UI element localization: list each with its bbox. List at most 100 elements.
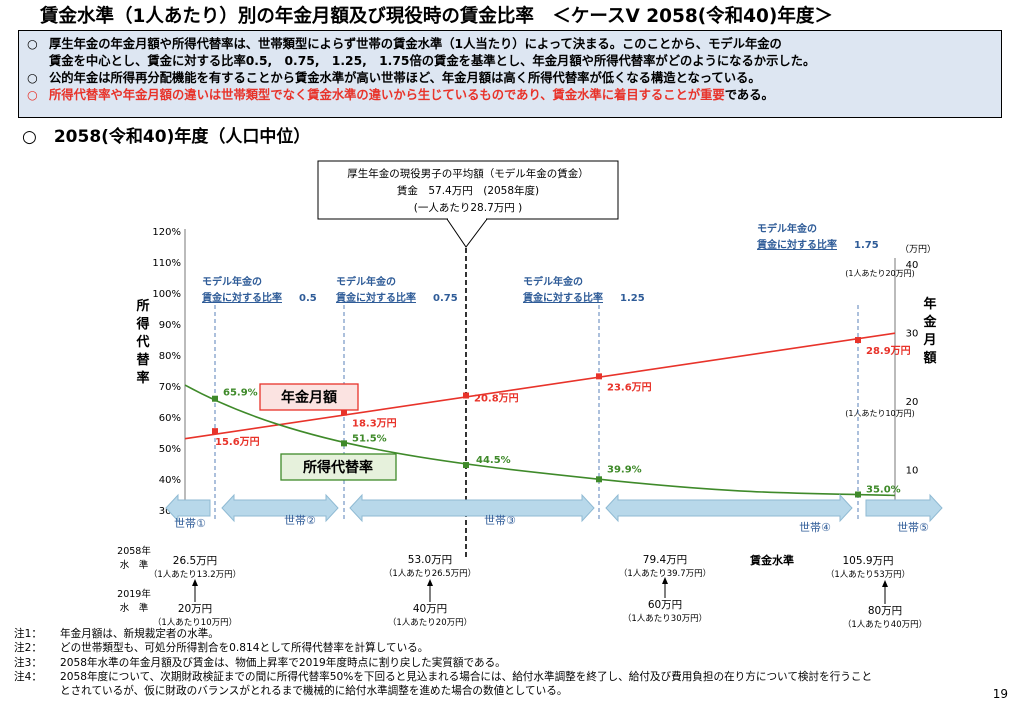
summary-line-1: ○ 厚生年金の年金月額や所得代替率は、世帯類型によらず世帯の賃金水準（1人当たり）… xyxy=(27,36,993,53)
y-right-label-char: 金 xyxy=(922,314,937,330)
wage-2058-per-person: （1人あたり13.2万円） xyxy=(149,569,241,580)
section-title: ○ 2058(令和40)年度（人口中位） xyxy=(22,127,311,147)
wage-2058-per-person: （1人あたり26.5万円） xyxy=(384,568,476,579)
wage-2019-value: 20万円 xyxy=(178,603,212,615)
replacement-rate-marker xyxy=(212,395,218,402)
replacement-rate-marker xyxy=(341,440,347,447)
bullet: ○ xyxy=(27,71,38,85)
y-tick-label: 100% xyxy=(152,289,181,300)
replacement-rate-series-line xyxy=(184,384,896,497)
model-callout-line3: (一人あたり28.7万円 ) xyxy=(414,202,522,214)
replacement-rate-legend-label: 所得代替率 xyxy=(303,459,373,476)
pension-marker xyxy=(212,428,218,435)
y-axis-label-char: 代 xyxy=(135,334,149,350)
replacement-rate-marker xyxy=(596,476,602,483)
wage-row-label: 水 準 xyxy=(120,602,149,614)
y-tick-label: 50% xyxy=(159,444,181,455)
y-right-label-char: 月 xyxy=(922,333,936,348)
wage-2058-value: 105.9万円 xyxy=(842,555,893,567)
wage-2019-value: 40万円 xyxy=(413,603,447,615)
x-axis-label: 賃金水準 xyxy=(749,553,794,567)
summary-text: 公的年金は所得再分配機能を有することから賃金水準が高い世帯ほど、年金月額は高く所… xyxy=(49,71,761,85)
y-right-label-char: 額 xyxy=(922,350,936,366)
wage-2019-per-person: （1人あたり20万円） xyxy=(388,617,472,628)
wage-2058-value: 79.4万円 xyxy=(643,554,687,566)
replacement-rate-data-label: 51.5% xyxy=(352,433,387,444)
y-axis-label-char: 所 xyxy=(136,298,149,314)
y-tick-label: 110% xyxy=(152,258,181,269)
pension-data-label: 28.9万円 xyxy=(866,345,911,357)
ratio-label-title: モデル年金の xyxy=(202,275,262,288)
model-callout-pointer xyxy=(446,218,488,248)
household-label: 世帯① xyxy=(174,517,206,530)
ratio-label-text: 賃金に対する比率 xyxy=(201,291,282,304)
ratio-label-title: モデル年金の xyxy=(523,275,583,288)
replacement-rate-data-label: 39.9% xyxy=(607,464,642,475)
ratio-label-text: 賃金に対する比率 xyxy=(756,238,837,251)
replacement-rate-marker xyxy=(463,462,469,469)
ratio-label-text: 賃金に対する比率 xyxy=(522,291,603,304)
bullet: ○ xyxy=(27,88,38,102)
y-right-tick-label: 20 xyxy=(906,397,919,408)
footnote-label: 注4： xyxy=(14,670,42,683)
y-right-unit: （万円） xyxy=(900,244,936,255)
ratio-label-value: 1.25 xyxy=(620,293,645,304)
wage-2058-per-person: （1人あたり39.7万円） xyxy=(619,568,711,579)
pension-data-label: 15.6万円 xyxy=(215,436,260,448)
model-callout-line1: 厚生年金の現役男子の平均額（モデル年金の賃金） xyxy=(347,167,589,180)
summary-text: 厚生年金の年金月額や所得代替率は、世帯類型によらず世帯の賃金水準（1人当たり）に… xyxy=(49,37,782,51)
model-callout-line2: 賃金 57.4万円 (2058年度) xyxy=(397,184,539,197)
replacement-rate-data-label: 65.9% xyxy=(223,388,258,399)
wage-conversion-arrowhead xyxy=(192,579,198,586)
y-axis-label-char: 率 xyxy=(136,370,149,386)
pension-data-label: 23.6万円 xyxy=(607,381,652,393)
pension-marker xyxy=(596,373,602,380)
summary-line-2: 賃金を中心とし、賃金に対する比率0.5, 0.75, 1.25, 1.75倍の賃… xyxy=(49,54,816,68)
footnote-3: 注3： 2058年水準の年金月額及び賃金は、物価上昇率で2019年度時点に割り戻し… xyxy=(14,656,872,670)
household-1-arrow xyxy=(165,493,211,523)
household-4-arrow xyxy=(605,493,853,523)
ratio-label-value: 0.75 xyxy=(433,293,458,304)
wage-2019-per-person: （1人あたり10万円） xyxy=(153,617,237,628)
y-tick-label: 60% xyxy=(159,413,181,424)
footnote-label: 注3： xyxy=(14,656,42,669)
household-3-arrow xyxy=(349,493,595,523)
footnote-text: どの世帯類型も、可処分所得割合を0.814として所得代替率を計算している。 xyxy=(60,642,429,655)
replacement-rate-data-label: 44.5% xyxy=(476,455,511,466)
y-right-label-char: 年 xyxy=(923,296,936,312)
page-number: 19 xyxy=(992,687,1008,701)
household-label: 世帯⑤ xyxy=(897,521,929,534)
wage-conversion-arrowhead xyxy=(662,577,668,584)
wage-2019-value: 80万円 xyxy=(868,605,902,617)
pension-marker xyxy=(855,337,861,344)
y-tick-label: 90% xyxy=(159,320,181,331)
footnote-label: 注2： xyxy=(14,642,42,655)
household-label: 世帯③ xyxy=(484,514,516,527)
wage-2019-per-person: （1人あたり40万円） xyxy=(843,619,927,630)
replacement-rate-marker xyxy=(855,491,861,498)
footnote-1: 注1： 年金月額は、新規裁定者の水準。 xyxy=(14,627,872,641)
wage-conversion-arrowhead xyxy=(427,579,433,586)
ratio-label-value: 1.75 xyxy=(854,240,879,251)
right-note: (1人あたり10万円) xyxy=(845,409,915,418)
ratio-label-title: モデル年金の xyxy=(336,275,396,288)
footnote-2: 注2： どの世帯類型も、可処分所得割合を0.814として所得代替率を計算している。 xyxy=(14,641,872,655)
summary-key-point: 所得代替率や年金月額の違いは世帯類型でなく賃金水準の違いから生じているものであり… xyxy=(49,88,725,102)
pension-legend-box xyxy=(259,383,359,411)
summary-line-3: ○ 公的年金は所得再分配機能を有することから賃金水準が高い世帯ほど、年金月額は高く… xyxy=(27,70,993,87)
y-axis-label-char: 得 xyxy=(135,316,149,332)
y-right-tick-label: 10 xyxy=(906,466,919,477)
wage-2058-value: 53.0万円 xyxy=(408,554,452,566)
footnote-4-cont: とされているが、仮に財政のバランスがとれるまで機械的に給付水準調整を進めた場合の… xyxy=(14,684,872,698)
y-tick-label: 70% xyxy=(159,382,181,393)
pension-data-label: 18.3万円 xyxy=(352,418,397,430)
y-right-tick-label: 40 xyxy=(906,260,919,271)
model-callout-box xyxy=(317,160,619,220)
summary-text: である。 xyxy=(724,88,774,102)
ratio-label-value: 0.5 xyxy=(299,293,317,304)
bullet: ○ xyxy=(27,37,38,51)
household-label: 世帯② xyxy=(284,514,316,527)
footnote-text: 年金月額は、新規裁定者の水準。 xyxy=(60,628,219,640)
footnote-text: 2058年水準の年金月額及び賃金は、物価上昇率で2019年度時点に割り戻した実質… xyxy=(60,656,506,669)
